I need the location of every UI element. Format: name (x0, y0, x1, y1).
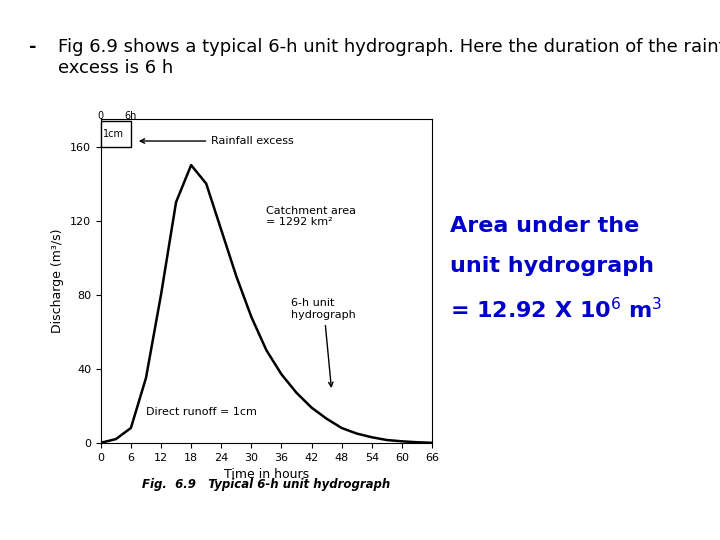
Text: Area under the: Area under the (450, 216, 639, 236)
Text: 6h: 6h (125, 111, 137, 120)
Text: = 12.92 X 10$^6$ m$^3$: = 12.92 X 10$^6$ m$^3$ (450, 297, 662, 322)
Text: Catchment area
= 1292 km²: Catchment area = 1292 km² (266, 206, 356, 227)
Text: Rainfall excess: Rainfall excess (140, 136, 294, 146)
X-axis label: Time in hours: Time in hours (224, 468, 309, 481)
Text: Fig.  6.9   Typical 6-h unit hydrograph: Fig. 6.9 Typical 6-h unit hydrograph (143, 478, 390, 491)
Bar (101, 120, 131, 146)
Text: 1cm: 1cm (103, 129, 124, 139)
Text: -: - (29, 38, 36, 56)
Text: unit hydrograph: unit hydrograph (450, 256, 654, 276)
Y-axis label: Discharge (m³/s): Discharge (m³/s) (51, 228, 64, 333)
Text: 0: 0 (98, 111, 104, 120)
Text: 6-h unit
hydrograph: 6-h unit hydrograph (292, 299, 356, 387)
Text: Fig 6.9 shows a typical 6-h unit hydrograph. Here the duration of the rainfall
e: Fig 6.9 shows a typical 6-h unit hydrogr… (58, 38, 720, 77)
Text: Direct runoff = 1cm: Direct runoff = 1cm (146, 407, 257, 417)
